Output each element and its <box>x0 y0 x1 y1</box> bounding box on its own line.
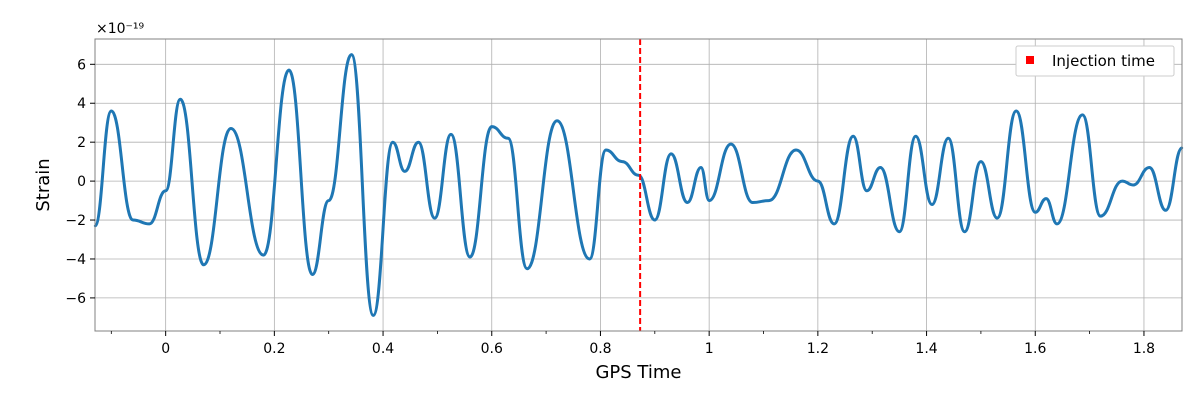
strain-data-point <box>898 230 901 233</box>
strain-data-point <box>262 253 265 257</box>
strain-data-point <box>686 201 689 204</box>
y-axis-title: Strain <box>33 158 54 211</box>
legend-label: Injection time <box>1052 52 1155 70</box>
strain-data-point <box>767 199 771 202</box>
strain-data-point <box>110 109 113 113</box>
strain-data-point <box>403 170 406 173</box>
strain-data-point <box>816 179 820 183</box>
strain-data-point <box>669 152 673 156</box>
strain-data-point <box>794 148 798 152</box>
strain-data-point <box>417 141 420 144</box>
strain-data-point <box>879 166 882 169</box>
y-offset-text: ×10⁻¹⁹ <box>96 21 145 37</box>
strain-data-point <box>1034 211 1037 214</box>
strain-data-point <box>391 141 394 144</box>
strain-data-point <box>1164 209 1167 212</box>
legend-marker <box>1026 56 1034 64</box>
strain-data-point <box>350 53 353 56</box>
strain-series-line <box>93 53 1184 317</box>
strain-data-point <box>179 98 182 101</box>
legend: Injection time <box>1015 45 1175 77</box>
y-tick-label: 6 <box>77 57 86 73</box>
strain-data-point <box>699 166 703 169</box>
x-tick-label: 0 <box>161 341 170 357</box>
strain-data-point <box>490 125 493 128</box>
strain-data-point <box>148 222 151 226</box>
strain-data-point <box>914 135 917 138</box>
strain-data-point <box>833 222 836 226</box>
y-tick-label: 2 <box>77 135 86 151</box>
series-layer <box>93 53 1184 317</box>
x-tick-label: 0.2 <box>263 341 285 357</box>
x-tick-label: 0.6 <box>481 341 503 357</box>
strain-data-point <box>372 314 375 317</box>
strain-data-point <box>449 133 453 136</box>
strain-data-point <box>131 218 135 222</box>
strain-data-point <box>506 137 510 140</box>
strain-data-point <box>588 257 591 261</box>
strain-data-point <box>852 135 855 138</box>
strain-data-point <box>604 148 608 152</box>
strain-data-point <box>947 137 950 140</box>
strain-data-point <box>930 203 934 206</box>
y-tick-label: −4 <box>65 252 86 268</box>
strain-data-point <box>729 142 733 146</box>
strain-data-point <box>555 119 559 123</box>
strain-data-point <box>287 68 291 72</box>
x-tick-label: 1.8 <box>1133 341 1155 357</box>
strain-data-point <box>202 263 205 266</box>
strain-data-point <box>1055 222 1059 226</box>
x-axis-title: GPS Time <box>595 362 681 383</box>
x-tick-label: 0.8 <box>589 341 611 357</box>
y-tick-label: 0 <box>77 174 86 190</box>
strain-data-point <box>1131 183 1135 187</box>
y-axis-ticks: −6 −4 −2 0 2 4 6 <box>65 57 95 307</box>
strain-data-point <box>229 127 233 130</box>
legend-box <box>1015 45 1175 77</box>
y-tick-label: −2 <box>65 213 86 229</box>
strain-data-point <box>468 255 472 259</box>
strain-data-point <box>1148 166 1151 169</box>
x-tick-label: 0.4 <box>372 341 394 357</box>
strain-data-point <box>979 160 983 163</box>
x-tick-label: 1.2 <box>807 341 829 357</box>
strain-data-point <box>1015 109 1018 113</box>
strain-data-point <box>311 273 314 276</box>
strain-data-point <box>1099 214 1102 218</box>
strain-data-point <box>637 174 640 177</box>
strain-data-point <box>164 189 167 192</box>
strain-data-point <box>327 199 330 202</box>
strain-data-point <box>621 160 624 163</box>
x-axis-ticks: 0 0.2 0.4 0.6 0.8 1 1.2 1.4 1.6 1.8 <box>110 331 1155 357</box>
strain-data-point <box>433 216 436 220</box>
strain-data-point <box>1121 179 1124 183</box>
strain-data-point <box>708 199 711 202</box>
x-tick-label: 1 <box>705 341 714 357</box>
plot-frame <box>94 38 1183 332</box>
y-tick-label: 4 <box>77 96 86 112</box>
strain-data-point <box>1044 197 1048 200</box>
grid <box>95 39 1182 331</box>
strain-data-point <box>996 216 999 220</box>
strain-data-point <box>751 201 754 204</box>
strain-data-point <box>865 189 868 192</box>
strain-data-point <box>963 230 966 233</box>
strain-data-point <box>653 218 656 222</box>
strain-data-point <box>1081 113 1084 117</box>
strain-data-point <box>525 267 529 270</box>
x-tick-label: 1.4 <box>915 341 937 357</box>
y-tick-label: −6 <box>65 291 86 307</box>
x-tick-label: 1.6 <box>1024 341 1046 357</box>
